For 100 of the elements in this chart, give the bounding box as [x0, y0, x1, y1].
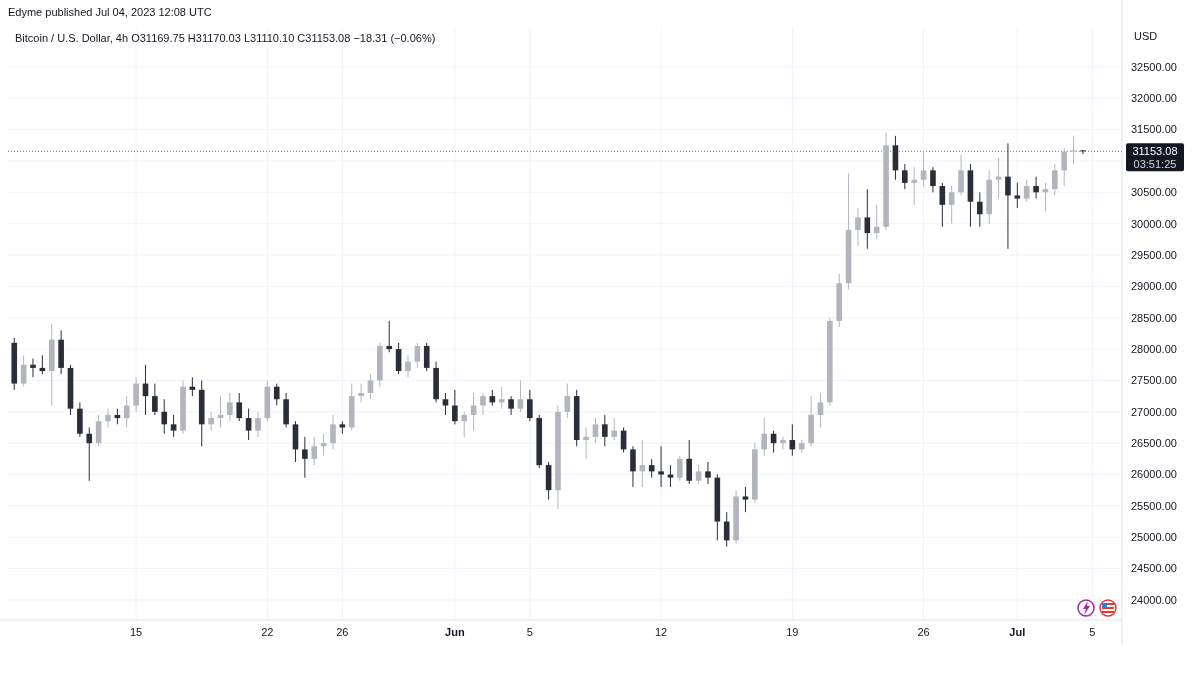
candlestick	[1014, 182, 1021, 209]
candlestick	[817, 392, 824, 428]
candlestick	[152, 383, 158, 416]
candlestick	[461, 411, 468, 438]
y-tick-label: 32000.00	[1131, 92, 1177, 105]
y-tick-label: 24500.00	[1131, 562, 1177, 575]
y-tick-label: 30500.00	[1131, 186, 1177, 199]
candlestick	[161, 398, 168, 435]
candlestick	[1023, 179, 1030, 203]
candlestick	[611, 417, 618, 441]
candlestick	[930, 166, 936, 193]
y-tick-label: 31500.00	[1131, 123, 1177, 136]
candlestick	[911, 166, 918, 206]
y-tick-label: 28000.00	[1131, 342, 1177, 355]
candlestick	[592, 417, 599, 444]
candlestick	[227, 392, 233, 422]
y-tick-label: 30000.00	[1131, 217, 1177, 230]
candlestick	[920, 151, 927, 187]
y-tick-label: 32500.00	[1131, 60, 1177, 73]
candlestick	[302, 436, 308, 479]
candlestick	[452, 389, 458, 425]
candlestick	[358, 383, 364, 403]
candlestick	[208, 411, 214, 432]
candlestick	[705, 461, 711, 485]
y-tick-label: 24000.00	[1131, 593, 1177, 606]
candlestick	[658, 445, 664, 488]
candlestick	[414, 342, 421, 369]
candlestick	[20, 354, 27, 388]
candlestick	[1080, 149, 1086, 155]
x-tick-label: 12	[654, 626, 668, 638]
candlestick	[255, 411, 261, 438]
candlestick	[1052, 163, 1058, 196]
y-tick-label: 26500.00	[1131, 437, 1177, 449]
candlestick	[236, 392, 243, 422]
y-tick-label: 26000.00	[1131, 468, 1177, 481]
candlestick	[273, 383, 280, 407]
candlestick	[648, 458, 655, 479]
x-tick-label: 26	[917, 626, 930, 638]
candlestick	[902, 163, 908, 190]
candlestick	[386, 320, 393, 353]
candlestick	[761, 417, 768, 457]
candlestick	[498, 386, 505, 410]
x-tick-label: 5	[1089, 626, 1096, 638]
candlestick	[508, 395, 514, 416]
candlestick	[423, 342, 430, 372]
candlestick	[330, 414, 336, 450]
text: 03:51:25	[1133, 158, 1177, 171]
y-tick-label: 25000.00	[1131, 531, 1177, 544]
candlestick	[123, 395, 130, 428]
candlestick	[245, 408, 252, 441]
x-tick-label: Jun	[445, 626, 465, 638]
chart-subtitle: Edyme published Jul 04, 2023 12:08 UTC	[8, 6, 212, 18]
candlestick	[367, 373, 374, 400]
candlestick	[686, 439, 693, 485]
candlestick	[30, 357, 36, 378]
candlestick	[86, 426, 93, 482]
x-tick-label: 22	[261, 626, 274, 638]
candlestick	[105, 408, 111, 428]
candlestick	[873, 204, 880, 240]
candlestick	[170, 414, 177, 438]
x-tick-label: Jul	[1009, 626, 1026, 638]
candlestick	[977, 191, 983, 228]
candlestick	[602, 414, 608, 447]
ref-line-label: 31153.08	[1132, 145, 1178, 158]
candlestick	[442, 392, 449, 416]
x-tick-label: 26	[336, 626, 349, 638]
candlestick	[948, 185, 955, 225]
candlestick	[564, 383, 571, 419]
candlestick	[780, 436, 786, 450]
candlestick	[855, 207, 861, 247]
candlestick	[677, 455, 683, 482]
candlestick	[527, 389, 533, 422]
candlestick	[480, 392, 486, 416]
candlestick	[583, 426, 589, 460]
candlestick	[405, 354, 411, 378]
candlestick	[517, 379, 524, 413]
candlestick	[958, 154, 964, 196]
x-tick-label: 5	[526, 626, 533, 638]
x-tick-label: 19	[786, 626, 799, 638]
chart-title: Bitcoin / U.S. Dollar, 4h O31169.75 H31170.03 L31110.10 C31153.08 −18.31 (−0.06%)	[15, 32, 436, 44]
candlestick	[311, 436, 318, 466]
candlestick	[723, 511, 730, 548]
candlestick	[695, 464, 702, 485]
candlestick	[742, 486, 749, 513]
candlestick	[630, 445, 636, 488]
y-tick-label: 27500.00	[1131, 374, 1177, 387]
candlestick	[1033, 176, 1039, 200]
y-tick-label: 27000.00	[1131, 405, 1177, 418]
y-axis-title: USD	[1134, 30, 1158, 42]
y-tick-label: 25500.00	[1131, 499, 1177, 512]
y-tick-label: 29500.00	[1131, 248, 1177, 261]
candlestick	[1070, 135, 1077, 165]
candlestick	[939, 182, 946, 228]
x-tick-label: 15	[129, 626, 143, 638]
y-tick-label: 29000.00	[1131, 280, 1177, 293]
candlestick	[864, 188, 871, 250]
candlestick	[1005, 142, 1011, 250]
candlestick	[133, 376, 139, 413]
y-tick-label: 28500.00	[1131, 311, 1177, 324]
candlestick	[1061, 147, 1067, 187]
